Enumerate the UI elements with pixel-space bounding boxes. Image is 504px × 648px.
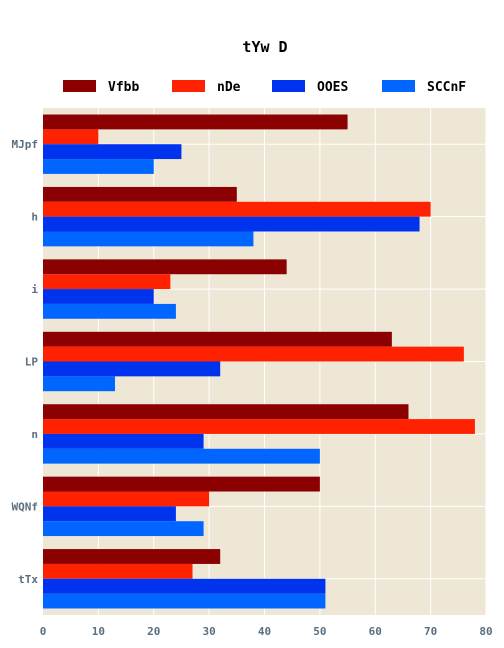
y-tick-label: WQNf [12, 500, 39, 513]
y-tick-label: n [31, 428, 38, 441]
y-tick-label: i [31, 283, 38, 296]
x-axis-ticks: 0 10 20 30 40 50 60 70 80 [40, 625, 493, 638]
legend-swatch [272, 80, 305, 92]
x-tick-label: 50 [313, 625, 326, 638]
x-tick-label: 20 [147, 625, 160, 638]
bar [43, 346, 464, 362]
x-tick-label: 40 [258, 625, 271, 638]
x-tick-label: 0 [40, 625, 47, 638]
bar [43, 144, 182, 160]
bar [43, 404, 409, 420]
bar [43, 476, 320, 492]
bar [43, 506, 176, 522]
legend-swatch [172, 80, 205, 92]
bar [43, 186, 237, 202]
bar [43, 231, 254, 247]
x-tick-label: 60 [369, 625, 382, 638]
legend-label: Vfbb [108, 80, 139, 95]
x-tick-label: 10 [92, 625, 105, 638]
legend-label: OOES [317, 80, 348, 95]
bar [43, 303, 176, 319]
y-tick-label: LP [25, 356, 39, 369]
bar [43, 419, 475, 434]
bar [43, 289, 154, 304]
y-tick-label: MJpf [12, 138, 39, 151]
bar [43, 578, 326, 594]
chart-title: tYw D [242, 38, 287, 56]
x-tick-label: 70 [424, 625, 437, 638]
legend: Vfbb nDe OOES SCCnF [63, 80, 466, 95]
bar [43, 274, 171, 290]
bar [43, 549, 221, 564]
x-tick-label: 30 [203, 625, 216, 638]
bars [43, 114, 475, 609]
bar [43, 521, 204, 537]
bar [43, 448, 320, 464]
legend-swatch [382, 80, 415, 92]
legend-label: SCCnF [427, 80, 466, 95]
bar [43, 433, 204, 449]
x-tick-label: 80 [479, 625, 492, 638]
legend-swatch [63, 80, 96, 92]
legend-label: nDe [217, 80, 241, 95]
bar [43, 201, 431, 217]
bar [43, 593, 326, 609]
y-tick-label: h [31, 211, 38, 224]
bar [43, 159, 154, 174]
y-axis-ticks: MJpf h i LP n WQNf tTx [12, 138, 39, 586]
bar [43, 563, 193, 579]
bar [43, 129, 99, 145]
y-tick-label: tTx [18, 573, 38, 586]
bar [43, 491, 210, 507]
bar [43, 114, 348, 130]
bar [43, 376, 115, 392]
bar [43, 259, 287, 275]
bar [43, 361, 221, 377]
bar [43, 216, 420, 232]
bar [43, 331, 392, 347]
